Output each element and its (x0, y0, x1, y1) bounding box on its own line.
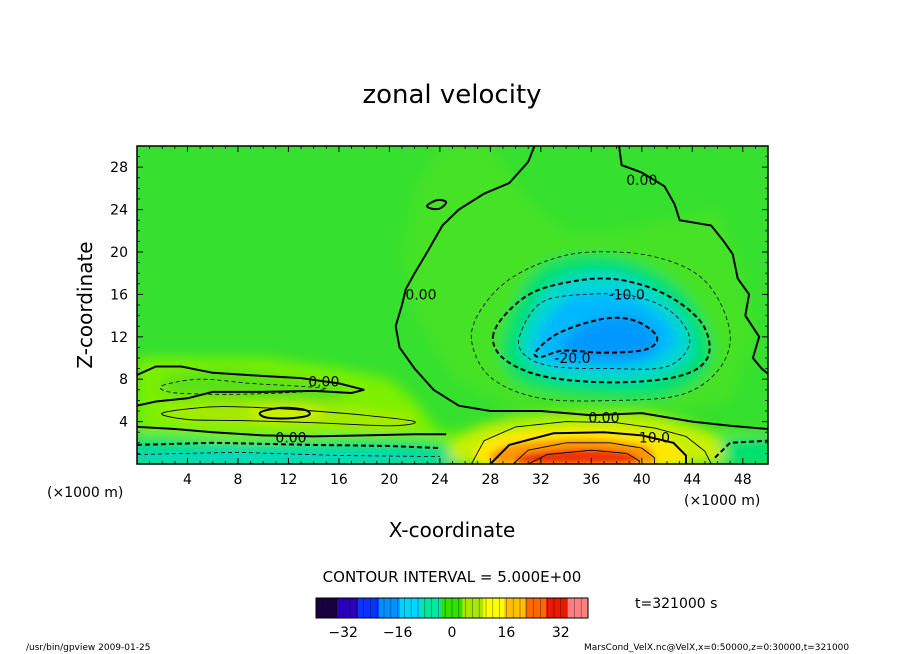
field-neg-core (559, 316, 658, 362)
colorbar-segment-3 (378, 598, 401, 618)
colorbar-tick-16: 16 (497, 625, 515, 641)
y-tick-label-20: 20 (110, 245, 128, 261)
contour-labels: 0.00 0.00 -10.0 -20.0 0.00 0.00 0.00 10.0 (275, 173, 670, 447)
colorbar-tick--16: −16 (383, 625, 413, 641)
time-label: t=321000 s (635, 596, 717, 612)
x-tick-label-48: 48 (734, 472, 752, 488)
colorbar-segment-7 (462, 598, 484, 618)
contour-left-pos5 (161, 406, 416, 427)
x-axis-ticks: 4 8 12 16 20 24 28 32 36 40 44 48 (149, 146, 756, 488)
x-tick-label-24: 24 (431, 472, 449, 488)
field-right-neg (711, 435, 768, 464)
y-axis-ticks: 4 8 12 16 20 24 28 (110, 156, 768, 454)
colorbar-ticks: −32 −16 0 16 32 (328, 625, 569, 641)
colorbar-tick--32: −32 (328, 625, 358, 641)
colorbar-frame (315, 597, 589, 619)
y-tick-label-8: 8 (119, 372, 128, 388)
colorbar (315, 597, 589, 619)
contour-left-neg5 (159, 378, 327, 395)
x-tick-label-40: 40 (633, 472, 651, 488)
y-tick-label-24: 24 (110, 203, 128, 219)
contour-label-2: -10.0 (609, 287, 645, 303)
contour-neg-bottom (137, 441, 440, 450)
colorbar-segment-10 (525, 598, 547, 618)
contour-neg20 (533, 316, 659, 358)
contour-zero-left-upper (137, 365, 365, 407)
contour-label-3: -20.0 (554, 351, 590, 367)
x-tick-label-16: 16 (330, 472, 348, 488)
field-pos-core (515, 449, 639, 464)
contour-label-4: 0.00 (308, 374, 339, 390)
chart-title: zonal velocity (362, 80, 541, 110)
contour-zero-center (394, 304, 768, 430)
field-bottom-neg-core (137, 451, 465, 464)
contour-neg10 (491, 277, 711, 384)
contour-lines (137, 146, 768, 464)
y-tick-label-16: 16 (110, 287, 128, 303)
y-tick-label-4: 4 (119, 415, 128, 431)
y-axis-label: Z-coordinate (73, 241, 97, 368)
x-tick-label-12: 12 (280, 472, 298, 488)
contour-label-0: 0.00 (626, 173, 657, 189)
x-axis-unit-left: (×1000 m) (47, 485, 123, 501)
colorbar-segment-2 (357, 598, 380, 618)
contour-neg15 (518, 293, 691, 370)
contour-label-1: 0.00 (405, 287, 436, 303)
contour-label-7: 10.0 (639, 431, 670, 447)
contour-label-6: 0.00 (275, 431, 306, 447)
x-tick-label-8: 8 (233, 472, 242, 488)
contour-pos20 (527, 449, 640, 464)
contour-label-5: 0.00 (588, 410, 619, 426)
contour-zero-blob (426, 198, 448, 211)
contour-zero-left (401, 146, 536, 306)
colorbar-segment-0 (316, 598, 338, 618)
y-tick-label-12: 12 (110, 330, 128, 346)
x-tick-label-4: 4 (183, 472, 192, 488)
colorbar-segment-1 (336, 598, 359, 618)
contour-neg5 (470, 251, 731, 402)
footer-left: /usr/bin/gpview 2009-01-25 (26, 643, 150, 653)
colorbar-segment-4 (399, 598, 422, 618)
contour-interval-text: CONTOUR INTERVAL = 5.000E+00 (323, 568, 582, 586)
contour-neg-bottom-2 (137, 451, 440, 457)
colorbar-segment-11 (546, 598, 568, 618)
x-axis-unit-right: (×1000 m) (684, 493, 760, 509)
x-tick-label-36: 36 (582, 472, 600, 488)
contour-zero-right (618, 146, 768, 375)
contour-left-pos10 (258, 406, 311, 420)
x-tick-label-32: 32 (532, 472, 550, 488)
x-tick-label-44: 44 (683, 472, 701, 488)
x-axis-label: X-coordinate (389, 518, 516, 542)
colorbar-segment-9 (504, 598, 526, 618)
contour-pos15 (512, 442, 655, 464)
contour-pos5 (471, 421, 712, 464)
footer-right: MarsCond_VelX.nc@VelX,x=0:50000,z=0:3000… (584, 643, 849, 653)
colorbar-tick-32: 32 (552, 625, 570, 641)
colorbar-segment-8 (483, 598, 505, 618)
colorbar-tick-0: 0 (448, 625, 457, 641)
x-tick-label-28: 28 (481, 472, 499, 488)
y-tick-label-28: 28 (110, 160, 128, 176)
heatmap-field (137, 146, 768, 464)
colorbar-segment-12 (567, 598, 589, 618)
x-tick-label-20: 20 (380, 472, 398, 488)
field-hot (474, 428, 687, 464)
contour-zero-left-lower (137, 425, 447, 438)
contour-pos10 (489, 431, 687, 464)
